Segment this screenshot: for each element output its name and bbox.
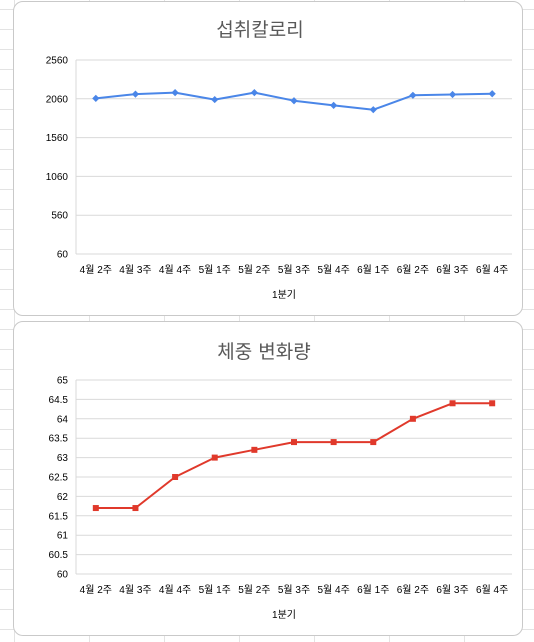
x-tick-label: 6월 4주 — [476, 584, 508, 596]
data-point[interactable] — [211, 454, 218, 461]
chart-title: 섭취칼로리 — [216, 19, 303, 41]
x-tick-label: 5월 1주 — [199, 264, 231, 276]
data-point[interactable] — [449, 400, 456, 407]
x-tick-label: 5월 3주 — [278, 584, 310, 596]
y-tick-label: 64.5 — [49, 395, 69, 406]
x-tick-label: 6월 3주 — [436, 264, 468, 276]
y-tick-label: 60 — [57, 570, 69, 581]
x-tick-label: 5월 4주 — [317, 584, 349, 596]
data-point[interactable] — [92, 505, 99, 512]
x-axis-title: 1분기 — [272, 289, 296, 301]
y-tick-label: 61.5 — [49, 511, 69, 522]
data-point[interactable] — [131, 90, 140, 98]
y-tick-label: 62.5 — [49, 473, 69, 484]
y-tick-label: 61 — [57, 531, 69, 542]
y-tick-label: 65 — [57, 376, 69, 387]
y-tick-label: 62 — [57, 492, 69, 503]
x-tick-label: 6월 3주 — [436, 584, 468, 596]
data-point[interactable] — [172, 474, 179, 480]
x-tick-label: 5월 2주 — [238, 264, 270, 276]
calorie-intake-chart-svg: 섭취칼로리 1분기 2560 2060 1560 1060 560 60 4월 2주 4월 3… — [46, 19, 512, 301]
y-tick-label: 60 — [57, 250, 69, 261]
data-point[interactable] — [409, 415, 416, 422]
y-tick-label: 63.5 — [49, 434, 69, 445]
x-tick-label: 6월 2주 — [397, 264, 429, 276]
x-tick-label: 4월 3주 — [119, 264, 151, 276]
y-tick-label: 560 — [51, 211, 68, 222]
y-tick-label: 64 — [57, 414, 69, 425]
chart-title: 체중 변화량 — [217, 341, 310, 363]
x-tick-label: 4월 4주 — [159, 264, 191, 276]
x-tick-label: 6월 2주 — [397, 584, 429, 596]
x-tick-label: 5월 2주 — [238, 584, 270, 596]
x-tick-label: 4월 3주 — [119, 584, 151, 596]
data-point[interactable] — [171, 88, 179, 97]
x-tick-label: 4월 4주 — [159, 584, 191, 596]
x-tick-label: 5월 4주 — [317, 264, 349, 276]
data-point[interactable] — [92, 94, 100, 103]
x-tick-label: 4월 2주 — [80, 584, 112, 596]
data-point[interactable] — [250, 88, 258, 97]
weight-change-chart-svg: 체중 변화량 1분기 65 64.5 64 63.5 63 62.5 62 61.5 61 60.… — [49, 341, 512, 621]
x-tick-label: 6월 1주 — [357, 584, 389, 596]
y-tick-label: 63 — [57, 453, 69, 464]
data-point[interactable] — [330, 439, 337, 446]
data-point[interactable] — [290, 97, 298, 105]
y-tick-label: 2560 — [46, 56, 69, 67]
data-point[interactable] — [211, 95, 219, 104]
data-point[interactable] — [409, 91, 417, 99]
data-point[interactable] — [251, 446, 258, 453]
y-tick-label: 1060 — [46, 172, 69, 183]
data-point[interactable] — [448, 90, 457, 99]
data-point[interactable] — [488, 90, 496, 98]
x-tick-label: 5월 3주 — [278, 264, 310, 276]
weight-change-chart[interactable]: 체중 변화량 1분기 65 64.5 64 63.5 63 62.5 62 61.5 61 60.… — [13, 321, 523, 636]
y-tick-label: 1560 — [46, 133, 69, 144]
y-tick-label: 60.5 — [49, 550, 69, 561]
x-tick-label: 6월 4주 — [476, 264, 508, 276]
data-point[interactable] — [489, 400, 496, 407]
x-tick-label: 4월 2주 — [80, 264, 112, 276]
x-tick-label: 6월 1주 — [357, 264, 389, 276]
y-tick-label: 2060 — [46, 94, 69, 105]
data-point[interactable] — [330, 101, 338, 109]
x-axis-title: 1분기 — [272, 609, 296, 621]
data-point[interactable] — [291, 439, 297, 446]
data-point[interactable] — [132, 505, 139, 512]
x-tick-label: 5월 1주 — [199, 584, 231, 596]
data-point[interactable] — [369, 106, 377, 114]
calorie-intake-chart[interactable]: 섭취칼로리 1분기 2560 2060 1560 1060 560 60 4월 2주 4월 3… — [13, 1, 523, 316]
data-point[interactable] — [370, 439, 377, 446]
